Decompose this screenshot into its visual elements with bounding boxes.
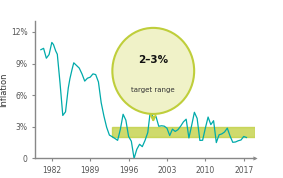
Bar <box>112 127 255 137</box>
Text: 2–3%: 2–3% <box>138 55 168 65</box>
Text: target range: target range <box>131 87 175 93</box>
Ellipse shape <box>112 28 194 114</box>
Y-axis label: Inflation: Inflation <box>0 73 8 107</box>
